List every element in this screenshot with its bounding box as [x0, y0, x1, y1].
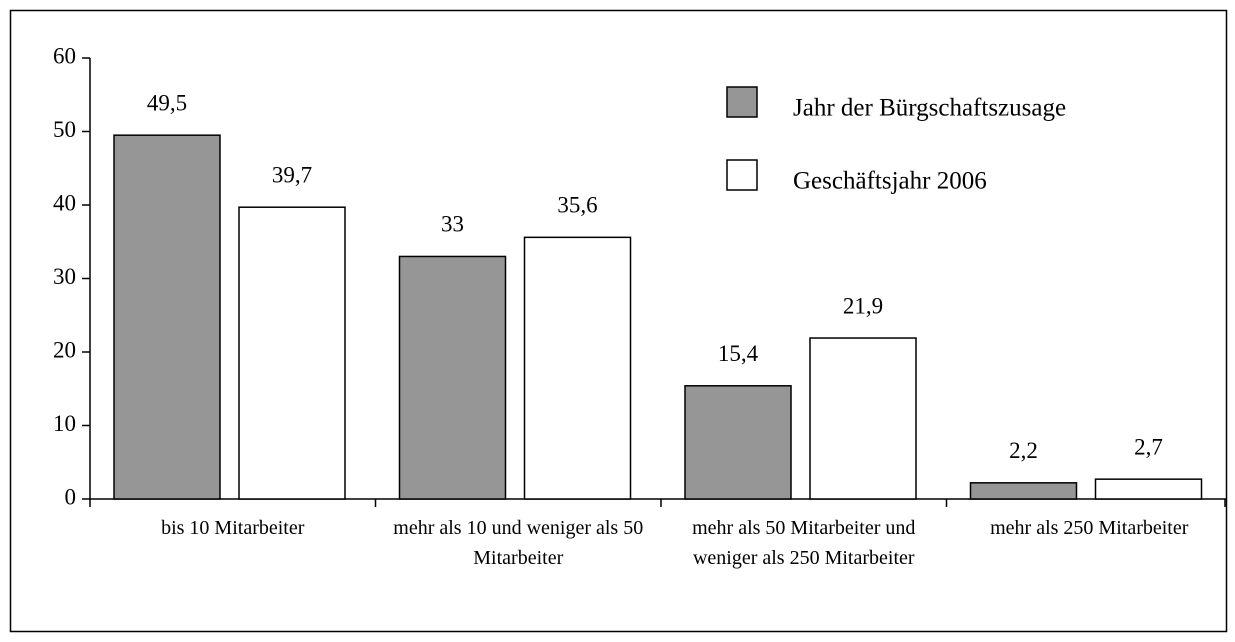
bar	[523, 236, 632, 500]
value-label: 15,4	[718, 341, 759, 366]
x-tick-label: mehr als 250 Mitarbeiter	[990, 517, 1189, 539]
legend-swatch	[726, 159, 758, 191]
value-label: 39,7	[272, 162, 312, 187]
value-label: 2,7	[1134, 434, 1163, 459]
y-tick-label: 60	[53, 43, 76, 68]
legend-swatch	[726, 86, 758, 118]
x-tick-label: bis 10 Mitarbeiter	[161, 517, 305, 539]
bar	[809, 337, 917, 500]
y-tick-label: 50	[53, 117, 76, 142]
x-tick-label: mehr als 10 und weniger als 50 Mitarbeite…	[393, 517, 643, 569]
bar	[969, 482, 1078, 500]
bar	[398, 255, 507, 500]
y-tick-label: 0	[65, 484, 77, 509]
value-label: 33	[441, 212, 464, 237]
value-label: 35,6	[557, 193, 597, 218]
y-tick-label: 30	[53, 264, 76, 289]
bar	[238, 206, 346, 500]
x-tick-label: mehr als 50 Mitarbeiter und weniger als 2…	[692, 517, 915, 569]
legend-label: Geschäftsjahr 2006	[793, 168, 987, 195]
y-tick-label: 20	[53, 337, 76, 362]
bar	[684, 385, 792, 500]
bar	[1094, 478, 1203, 500]
bar	[113, 134, 221, 500]
value-label: 21,9	[843, 293, 883, 318]
legend-label: Jahr der Bürgschaftszusage	[793, 95, 1066, 122]
value-label: 2,2	[1009, 438, 1038, 463]
y-tick-label: 40	[53, 190, 76, 215]
value-label: 49,5	[147, 90, 187, 115]
y-tick-label: 10	[53, 411, 76, 436]
